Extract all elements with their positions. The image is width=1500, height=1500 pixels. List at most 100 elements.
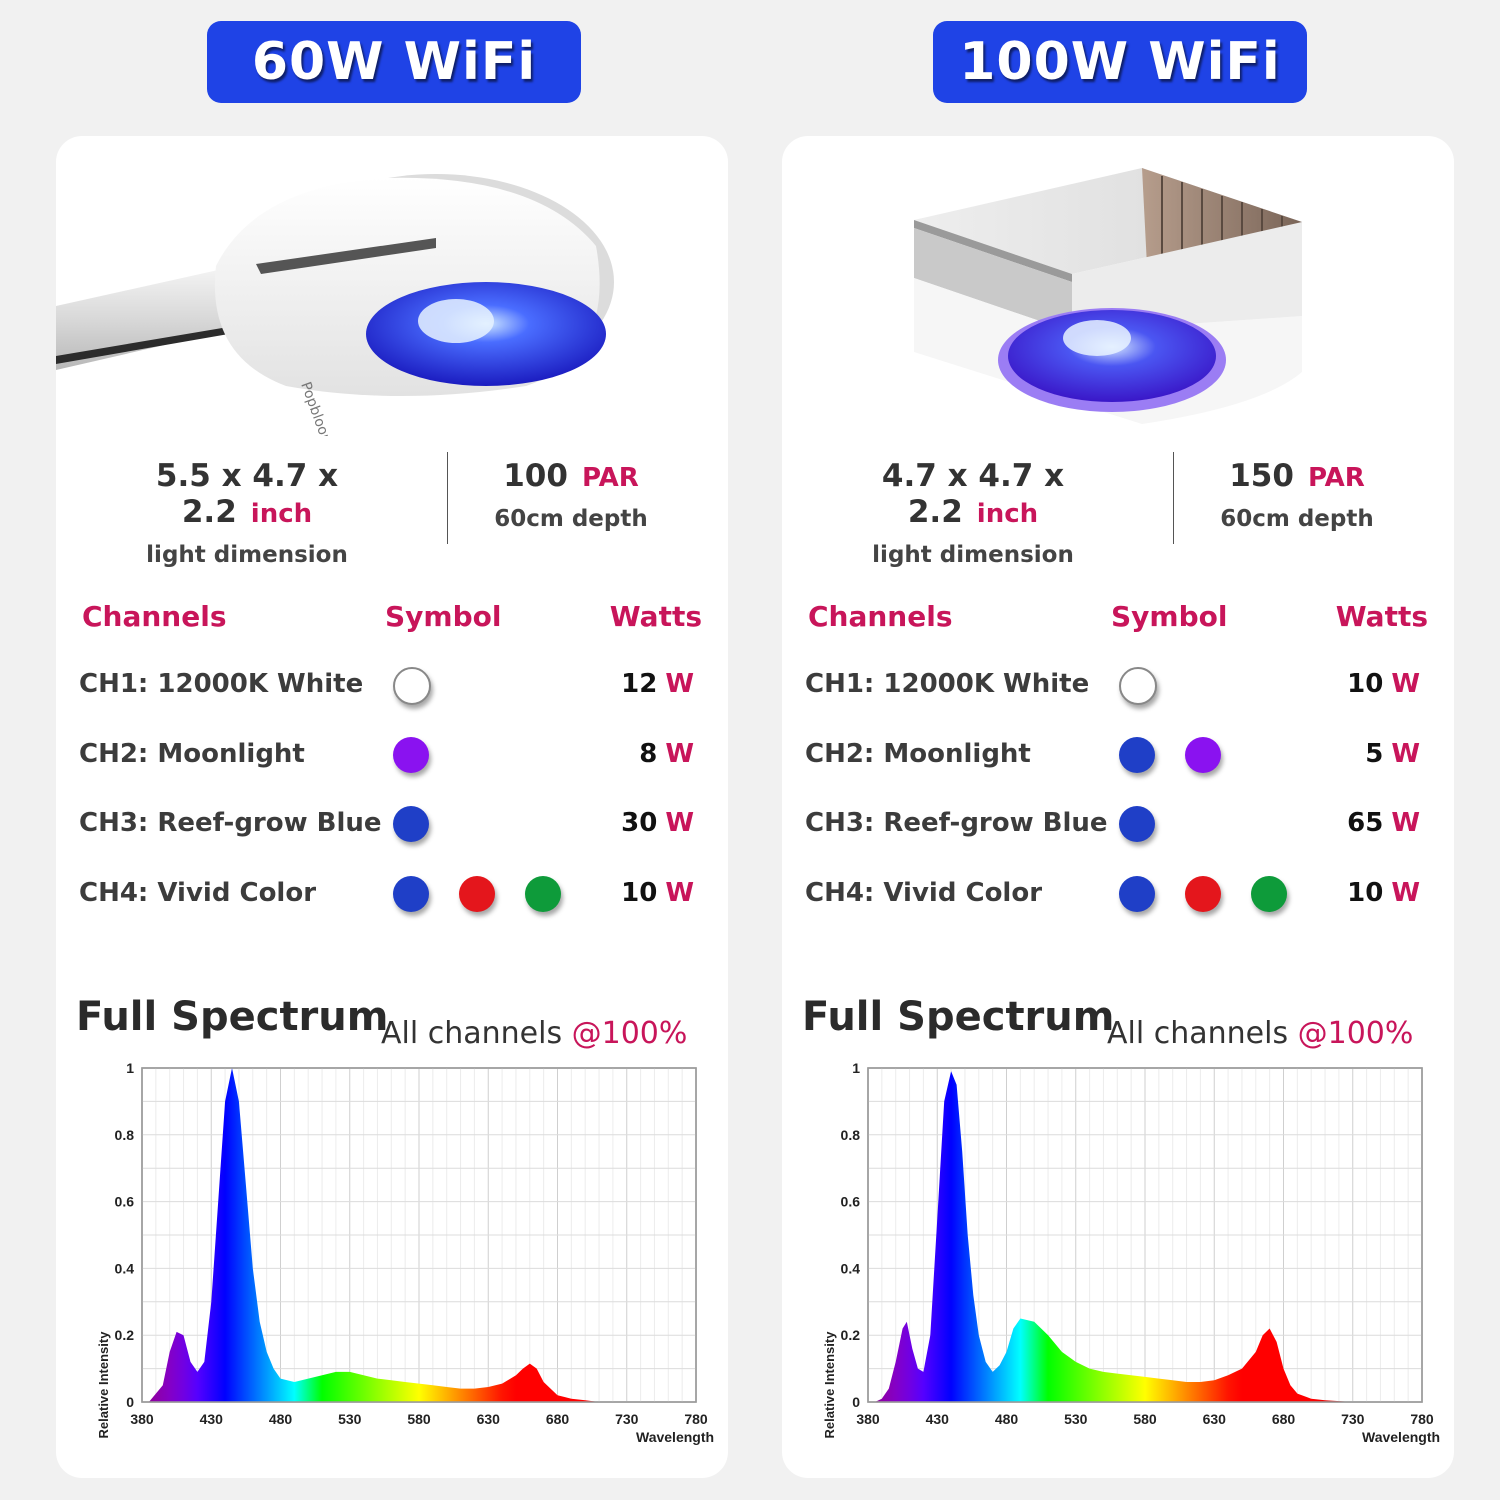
blue-led-dot-icon xyxy=(393,875,429,912)
y-tick-label: 0.2 xyxy=(841,1327,861,1343)
header-watts: Watts xyxy=(609,600,702,633)
watts-unit: W xyxy=(1391,669,1420,699)
dimension-spec: 5.5 x 4.7 x 2.2 inch light dimension xyxy=(86,458,408,568)
header-watts: Watts xyxy=(1335,600,1428,633)
y-tick-label: 0.6 xyxy=(115,1194,135,1210)
spectrum-note-percent: @100% xyxy=(571,1016,688,1051)
channel-watts: 10 W xyxy=(621,878,694,908)
spectrum-title: Full Spectrum xyxy=(802,994,1115,1040)
product-column-60w: 60W WiFi xyxy=(56,0,728,1500)
channel-watts: 10 W xyxy=(1347,669,1420,699)
dimension-label: light dimension xyxy=(146,542,348,568)
green-led-dot-icon xyxy=(525,875,561,912)
y-axis-label: Relative Intensity xyxy=(96,1331,111,1439)
x-tick-label: 530 xyxy=(338,1411,362,1427)
spectrum-note-percent: @100% xyxy=(1297,1016,1414,1051)
spectrum-area xyxy=(874,1071,1422,1402)
watts-value: 10 xyxy=(1347,669,1384,699)
channel-label: CH1: 12000K White xyxy=(79,669,364,699)
spectrum-area xyxy=(148,1068,696,1402)
product-title-badge: 60W WiFi xyxy=(207,21,581,103)
dimension-spec: 4.7 x 4.7 x 2.2 inch light dimension xyxy=(812,458,1134,568)
white-led-dot-icon xyxy=(1119,667,1157,705)
x-tick-label: 480 xyxy=(995,1411,1019,1427)
watts-value: 10 xyxy=(621,877,658,908)
header-symbol: Symbol xyxy=(385,600,502,633)
dimension-unit: inch xyxy=(976,499,1039,529)
channel-label: CH4: Vivid Color xyxy=(79,877,317,908)
x-tick-label: 430 xyxy=(200,1411,224,1427)
x-tick-label: 680 xyxy=(1272,1411,1296,1427)
channel-label: CH2: Moonlight xyxy=(79,738,305,769)
channel-label: CH2: Moonlight xyxy=(805,738,1031,769)
plot-border xyxy=(867,1067,1423,1403)
channel-watts: 10 W xyxy=(1347,878,1420,908)
par-value: 150 xyxy=(1229,458,1294,494)
par-unit: PAR xyxy=(1307,463,1365,493)
par-spec: 150 PAR 60cm depth xyxy=(1182,458,1412,532)
dimension-label: light dimension xyxy=(872,542,1074,568)
par-value: 100 xyxy=(503,458,568,494)
watts-value: 5 xyxy=(1365,738,1384,769)
y-tick-label: 0 xyxy=(852,1394,860,1410)
red-led-dot-icon xyxy=(1185,875,1221,912)
spectrum-note-text: All channels xyxy=(1107,1016,1289,1051)
channel-row: CH1: 12000K White 12 W xyxy=(56,663,728,713)
watts-value: 30 xyxy=(621,808,658,838)
par-label: 60cm depth xyxy=(494,506,648,532)
blue-led-dot-icon xyxy=(1119,806,1155,842)
dimension-unit: inch xyxy=(250,499,313,529)
product-card: Popbloom 5.5 x 4.7 x 2.2 inch light dimen… xyxy=(56,136,728,1478)
product-image: Popbloom xyxy=(56,156,728,450)
watts-value: 12 xyxy=(621,669,658,699)
watts-unit: W xyxy=(665,738,694,769)
dimension-value: 5.5 x 4.7 x 2.2 xyxy=(155,458,339,530)
product-column-100w: 100W WiFi xyxy=(782,0,1454,1500)
spec-divider xyxy=(447,452,448,544)
par-label: 60cm depth xyxy=(1220,506,1374,532)
x-tick-label: 580 xyxy=(1133,1411,1157,1427)
channel-table-header: Channels Symbol Watts xyxy=(782,600,1454,640)
y-tick-label: 0 xyxy=(126,1394,134,1410)
spectrum-note: All channels @100% xyxy=(381,1016,687,1051)
spec-divider xyxy=(1173,452,1174,544)
channel-row: CH2: Moonlight 5 W xyxy=(782,733,1454,783)
x-tick-label: 580 xyxy=(407,1411,431,1427)
channel-watts: 65 W xyxy=(1347,808,1420,838)
watts-unit: W xyxy=(1391,738,1420,769)
channel-watts: 12 W xyxy=(621,669,694,699)
watts-value: 8 xyxy=(639,738,658,769)
y-tick-label: 0.2 xyxy=(115,1327,135,1343)
channel-label: CH3: Reef-grow Blue xyxy=(805,808,1108,838)
channel-table-header: Channels Symbol Watts xyxy=(56,600,728,640)
y-tick-label: 0.8 xyxy=(115,1127,135,1143)
spectrum-chart-svg: 380 430 480 530 580 630 680 730 780 0 0.2 0.4 0.6 0.8… xyxy=(822,1060,1440,1445)
spec-summary: 5.5 x 4.7 x 2.2 inch light dimension 100 P… xyxy=(56,452,728,568)
spectrum-note: All channels @100% xyxy=(1107,1016,1413,1051)
channel-label: CH4: Vivid Color xyxy=(805,877,1043,908)
watts-value: 10 xyxy=(1347,877,1384,908)
y-tick-label: 1 xyxy=(126,1060,134,1076)
product-card: 4.7 x 4.7 x 2.2 inch light dimension 150 P… xyxy=(782,136,1454,1478)
x-tick-label: 630 xyxy=(477,1411,501,1427)
channel-row: CH2: Moonlight 8 W xyxy=(56,733,728,783)
product-title-badge: 100W WiFi xyxy=(933,21,1307,103)
y-tick-label: 0.6 xyxy=(841,1194,861,1210)
blue-led-dot-icon xyxy=(1119,875,1155,912)
spectrum-chart: 380 430 480 530 580 630 680 730 780 0 0.2 0.4 0.6 0.8… xyxy=(86,1056,716,1466)
y-axis-label: Relative Intensity xyxy=(822,1331,837,1439)
x-axis-label: Wavelength xyxy=(1362,1429,1440,1445)
watts-unit: W xyxy=(665,808,694,838)
x-tick-label: 680 xyxy=(546,1411,570,1427)
y-tick-label: 0.8 xyxy=(841,1127,861,1143)
header-channels: Channels xyxy=(82,600,227,633)
watts-value: 65 xyxy=(1347,808,1384,838)
product-image xyxy=(782,156,1454,436)
header-channels: Channels xyxy=(808,600,953,633)
par-spec: 100 PAR 60cm depth xyxy=(456,458,686,532)
spectrum-chart: 380 430 480 530 580 630 680 730 780 0 0.2 0.4 0.6 0.8… xyxy=(812,1056,1442,1466)
spectrum-chart-svg: 380 430 480 530 580 630 680 730 780 0 0.2 0.4 0.6 0.8… xyxy=(96,1060,714,1445)
y-tick-label: 1 xyxy=(852,1060,860,1076)
